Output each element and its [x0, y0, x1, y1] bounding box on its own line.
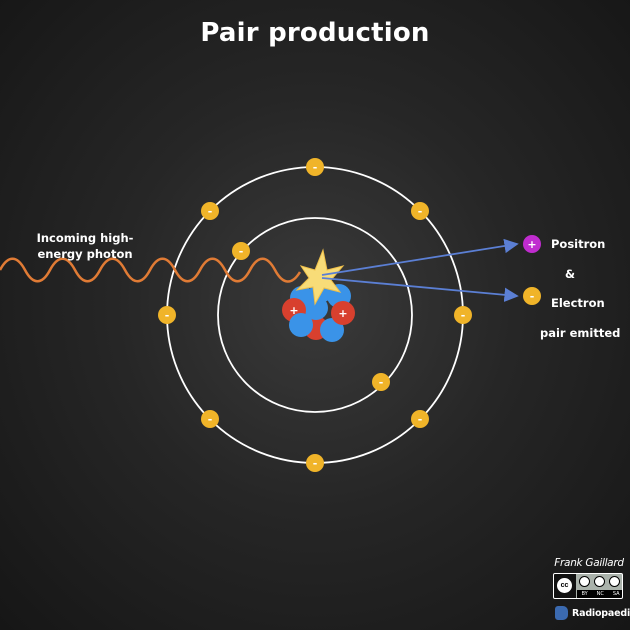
by-icon: [579, 576, 590, 587]
sa-icon: [609, 576, 620, 587]
photon-label-line1: Incoming high-: [36, 231, 134, 245]
electron: -: [411, 202, 429, 220]
radiopaedia-wordmark: Radiopaedia: [572, 607, 630, 619]
license-terms: BY NC SA: [577, 590, 622, 598]
neutron: [289, 313, 313, 337]
electron: -: [454, 306, 472, 324]
photon-label-line2: energy photon: [37, 247, 133, 261]
electron: -: [232, 242, 250, 260]
proton-charge: +: [338, 307, 347, 320]
neutron: [320, 318, 344, 342]
svg-text:-: -: [313, 457, 318, 470]
svg-text:-: -: [239, 245, 244, 258]
cc-license-badge[interactable]: cc BY NC SA: [553, 573, 623, 599]
photon-label: Incoming high- energy photon: [30, 230, 140, 262]
electron-label: Electron: [551, 296, 605, 310]
diagram-title: Pair production: [200, 18, 430, 48]
positron-emission-arrow: [321, 238, 519, 276]
electron: -: [306, 158, 324, 176]
license-sa: SA: [612, 591, 620, 597]
svg-text:-: -: [461, 309, 466, 322]
electron-emission-arrow: [321, 277, 519, 303]
radiopaedia-logo[interactable]: Radiopaedia: [555, 605, 630, 621]
ampersand-label: &: [565, 267, 576, 281]
electron: -: [201, 202, 219, 220]
license-by: BY: [581, 591, 588, 597]
emitted-positron: +: [523, 235, 541, 253]
inner-orbit: [217, 217, 413, 413]
cc-icon: cc: [557, 578, 572, 593]
pair-emitted-label: pair emitted: [540, 326, 621, 340]
svg-text:-: -: [165, 309, 170, 322]
proton-charge: +: [289, 304, 298, 317]
electron: -: [158, 306, 176, 324]
svg-text:+: +: [527, 238, 536, 251]
electron: -: [411, 410, 429, 428]
svg-text:-: -: [379, 376, 384, 389]
svg-text:-: -: [208, 413, 213, 426]
nc-icon: [594, 576, 605, 587]
positron-label: Positron: [551, 237, 606, 251]
radiopaedia-icon: [555, 606, 568, 620]
cc-badge-left: cc: [554, 574, 576, 598]
electron: -: [201, 410, 219, 428]
svg-text:-: -: [530, 290, 535, 303]
emitted-electron: -: [523, 287, 541, 305]
svg-text:-: -: [208, 205, 213, 218]
photon-wave: [0, 257, 302, 283]
license-icons: [577, 576, 622, 589]
electron: -: [372, 373, 390, 391]
electron: -: [306, 454, 324, 472]
svg-text:-: -: [418, 413, 423, 426]
svg-text:-: -: [313, 161, 318, 174]
license-nc: NC: [596, 591, 604, 597]
author-credit: Frank Gaillard: [554, 557, 624, 569]
interaction-flash: [295, 248, 345, 306]
proton: [331, 301, 355, 325]
svg-text:-: -: [418, 205, 423, 218]
neutron: [304, 296, 328, 320]
nucleus: + +: [282, 278, 355, 342]
